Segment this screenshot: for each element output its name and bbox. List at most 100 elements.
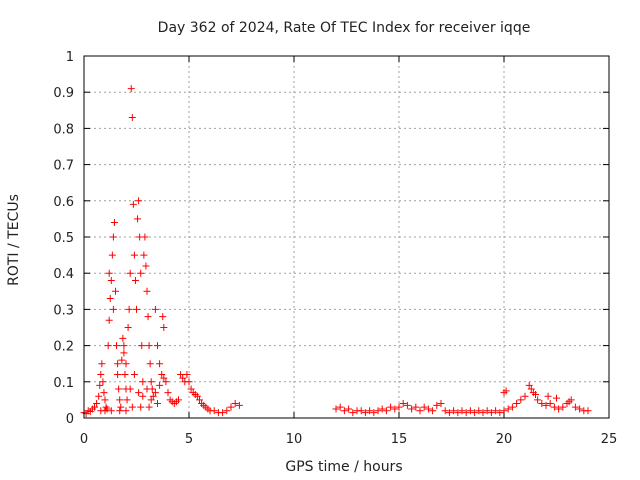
data-point [125,305,133,313]
data-point [576,405,584,413]
data-point [129,200,137,208]
data-point [527,385,535,393]
data-point [142,262,150,270]
data-point [387,403,395,411]
data-point [101,407,109,415]
data-point [139,378,147,386]
data-point [121,371,129,379]
data-point [502,387,510,395]
data-point [538,400,546,408]
x-tick-label: 5 [185,432,193,447]
data-point [110,219,118,227]
data-point [122,360,130,368]
data-point [175,396,182,404]
data-point [130,371,138,379]
data-point [107,407,115,415]
data-point [550,403,558,411]
data-point [332,405,340,413]
data-point [149,392,157,400]
data-point [113,342,121,350]
data-point [340,407,348,415]
data-point [504,405,512,413]
data-point [412,403,420,411]
data-point [120,349,128,357]
data-point [100,389,108,397]
data-point [462,409,470,417]
data-point [151,305,159,313]
data-point [370,409,378,417]
grid [84,56,609,418]
data-point [336,403,344,411]
data-point [441,407,449,415]
chart-title: Day 362 of 2024, Rate Of TEC Index for r… [158,20,531,36]
data-point [187,385,195,393]
data-point [117,403,125,411]
data-point [555,405,563,413]
data-point [102,403,110,411]
y-tick-label: 0.8 [53,122,74,137]
data-point [513,400,521,408]
data-point [105,269,113,277]
data-point [391,405,399,413]
data-point [517,396,525,404]
data-point [235,401,243,409]
data-point [177,371,185,379]
y-tick-label: 1 [66,50,74,65]
data-point [141,233,149,241]
data-point [147,396,155,404]
data-point [126,385,134,393]
data-point [116,407,124,415]
data-point [193,392,201,400]
data-point [97,371,105,379]
data-point [154,342,161,350]
data-point [571,403,579,411]
data-point [433,401,441,409]
y-tick-label: 0.3 [53,303,74,318]
x-tick-label: 0 [80,432,88,447]
data-point [140,251,148,259]
data-point [183,371,191,379]
data-point [546,400,554,408]
data-point [93,400,101,408]
plot-frame [83,55,610,419]
data-point [162,378,170,386]
data-point [144,313,152,321]
data-point [124,324,132,331]
data-point [134,215,142,223]
data-point [378,405,386,413]
data-point [185,378,193,386]
data-point [115,385,123,393]
x-axis-label: GPS time / hours [285,459,402,475]
data-point [521,392,529,400]
data-point [437,400,445,408]
data-point [119,334,127,342]
data-point [135,389,143,397]
data-point [525,381,533,389]
data-point [128,403,136,411]
y-tick-label: 0.5 [53,231,74,246]
data-point [223,407,231,415]
data-point [123,396,131,404]
data-point [106,295,114,303]
data-point [179,374,187,382]
data-point [532,390,539,398]
data-point [454,409,462,417]
data-point [109,305,117,313]
data-point [382,407,390,415]
data-point [130,251,138,259]
data-point [492,407,500,415]
data-point [361,409,369,417]
data-point [107,276,115,284]
data-point [137,269,145,277]
data-point [345,405,353,413]
x-tick-label: 15 [391,432,408,447]
data-point [160,324,168,331]
data-point [553,394,560,402]
data-point [143,385,151,393]
data-point [374,407,382,415]
data-point [483,407,491,415]
data-point [544,392,552,400]
data-point [349,409,357,417]
data-point [458,407,466,415]
data-point [112,287,119,295]
